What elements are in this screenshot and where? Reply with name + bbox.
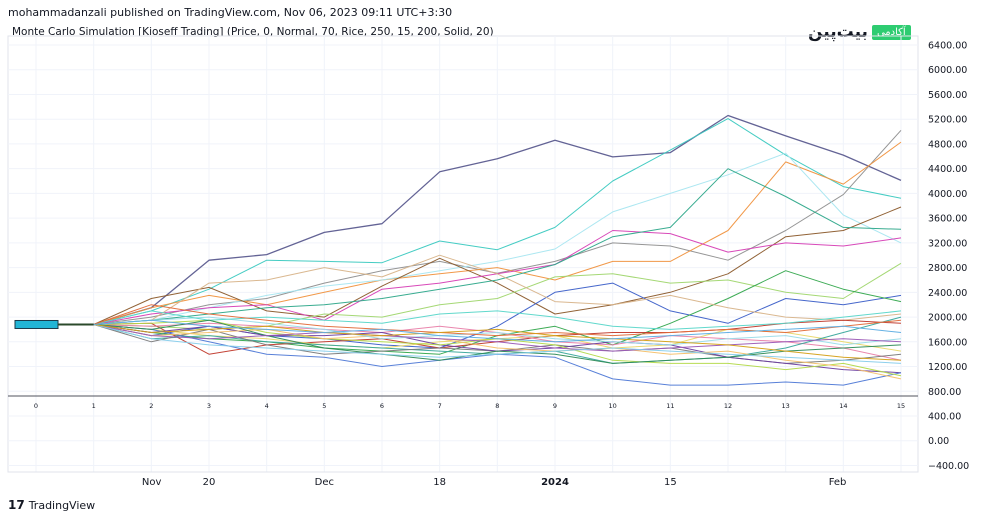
series-layer [36,114,902,386]
series-line [36,254,902,325]
y-tick-label: 4400.00 [928,164,967,175]
step-tick-label: 10 [609,402,617,410]
y-tick-label: 5600.00 [928,90,967,101]
y-tick-label: 4800.00 [928,139,967,150]
y-tick-label: −400.00 [928,461,969,472]
brand-name: بیت‌پین [808,22,868,42]
step-tick-label: 9 [553,402,557,410]
step-tick-label: 6 [380,402,384,410]
series-line [36,206,902,325]
step-tick-label: 8 [495,402,499,410]
series-line [36,319,902,355]
date-tick-label: 20 [203,477,216,488]
step-tick-label: 12 [724,402,732,410]
y-tick-label: 6000.00 [928,65,967,76]
series-line [36,324,902,374]
y-tick-label: 2800.00 [928,263,967,274]
step-tick-label: 14 [839,402,847,410]
date-tick-label: Dec [315,477,334,488]
start-value-bar [14,319,59,329]
y-tick-label: 0.00 [928,436,949,447]
date-tick-label: Feb [829,477,847,488]
step-tick-label: 13 [782,402,790,410]
tradingview-logo-icon: 17 [8,498,25,512]
date-tick-label: 18 [433,477,446,488]
indicator-title[interactable]: Monte Carlo Simulation [Kioseff Trading]… [12,26,494,38]
series-line [36,324,902,361]
step-tick-label: 15 [897,402,905,410]
y-axis: 6400.00 6000.00 5600.00 5200.00 4800.00 4400.… [928,41,969,472]
published-line: mohammadanzali published on TradingView.… [8,6,453,19]
start-layer [14,319,94,329]
y-tick-label: 3600.00 [928,214,967,225]
step-tick-label: 2 [149,402,153,410]
y-tick-label: 800.00 [928,387,961,398]
series-line [36,310,902,330]
y-tick-label: 5200.00 [928,115,967,126]
date-tick-label: 15 [664,477,677,488]
series-line [36,230,902,325]
step-tick-label: 0 [34,402,38,410]
date-tick-label: 2024 [541,477,569,488]
series-line [36,319,902,377]
series-line [36,141,902,325]
y-tick-label: 6400.00 [928,41,967,52]
y-tick-label: 2400.00 [928,288,967,299]
step-tick-label: 1 [92,402,96,410]
step-tick-label: 7 [438,402,442,410]
step-tick-label: 4 [265,402,269,410]
y-tick-label: 400.00 [928,412,961,423]
series-line [36,324,902,364]
series-line [36,118,902,325]
series-line [36,324,902,386]
series-line [36,324,902,352]
y-tick-label: 1600.00 [928,337,967,348]
series-line [36,168,902,325]
series-line [36,319,902,343]
date-axis: Nov 20 Dec 18 2024 15 Feb [8,471,918,488]
y-tick-label: 4000.00 [928,189,967,200]
series-line [36,262,902,330]
y-tick-label: 2000.00 [928,313,967,324]
series-line [36,152,902,325]
step-tick-label: 3 [207,402,211,410]
series-line [36,114,902,326]
tradingview-label: TradingView [28,498,96,512]
y-tick-label: 1200.00 [928,362,967,373]
step-axis: 0 1 2 3 4 5 6 7 8 9 10 11 12 13 14 15 [34,402,905,410]
tradingview-footer[interactable]: 17 TradingView [8,498,95,512]
y-tick-label: 3200.00 [928,238,967,249]
step-tick-label: 5 [322,402,326,410]
date-tick-label: Nov [142,477,162,488]
step-tick-label: 11 [666,402,674,410]
grid-lines [7,35,919,473]
